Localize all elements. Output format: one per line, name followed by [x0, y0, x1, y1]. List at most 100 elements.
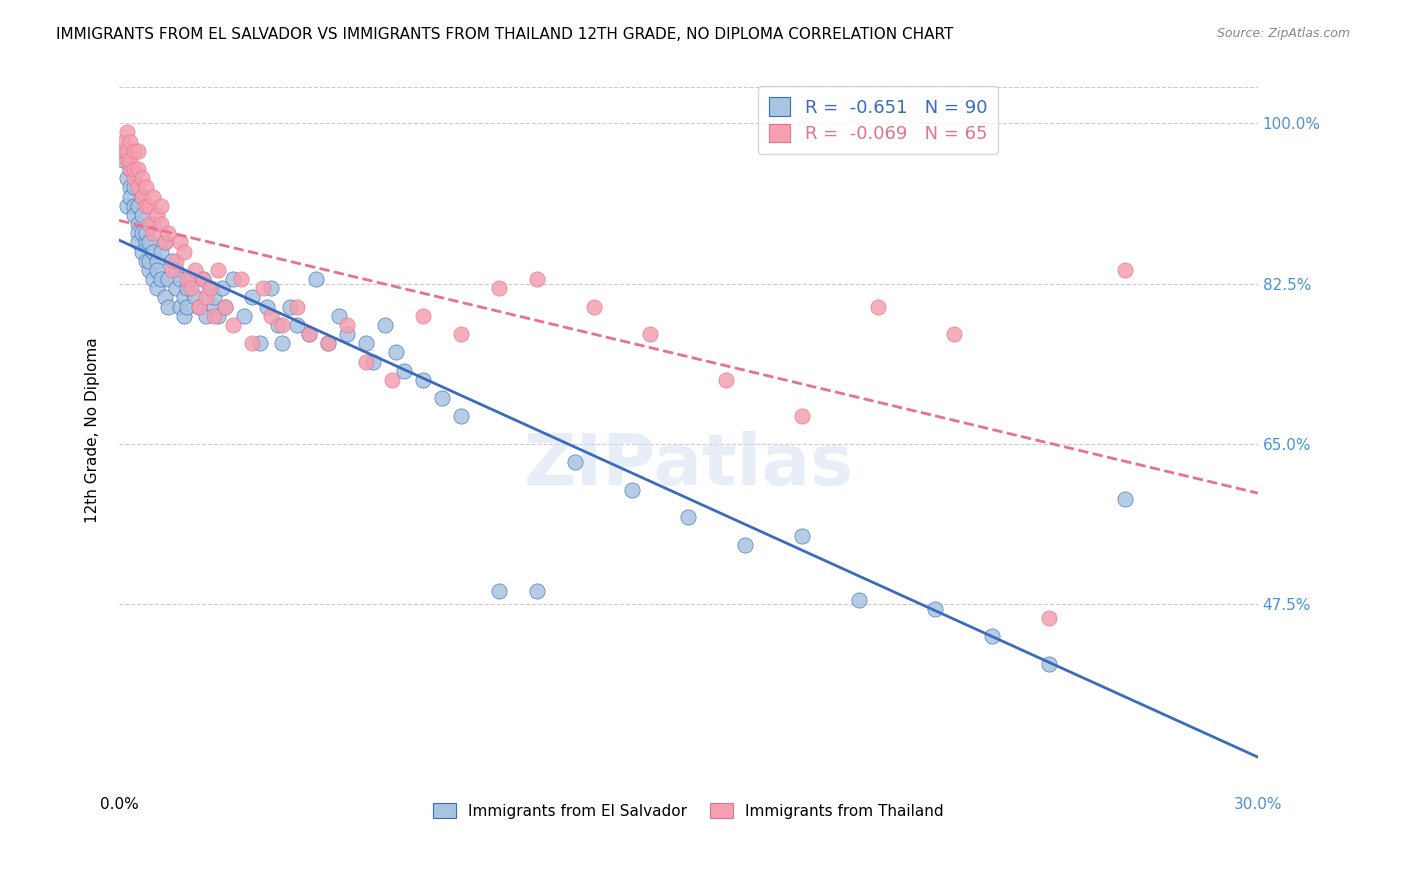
Point [184, 263, 207, 277]
Point [135, 226, 157, 240]
Point [211, 281, 233, 295]
Point [202, 309, 225, 323]
Point [165, 253, 187, 268]
Point [198, 281, 221, 295]
Point [354, 336, 377, 351]
Point [260, 309, 283, 323]
Point [142, 244, 165, 259]
Point [115, 144, 138, 158]
Point [153, 290, 176, 304]
Point [271, 318, 294, 332]
Point [287, 300, 309, 314]
Point [169, 300, 191, 314]
Point [120, 153, 142, 167]
Text: 30.0%: 30.0% [1233, 797, 1282, 812]
Point [138, 263, 160, 277]
Point [943, 326, 966, 341]
Point [120, 135, 142, 149]
Point [149, 272, 172, 286]
Point [430, 391, 453, 405]
Point [271, 336, 294, 351]
Point [176, 281, 198, 295]
Point [122, 208, 145, 222]
Point [142, 189, 165, 203]
Point [222, 318, 245, 332]
Point [249, 336, 271, 351]
Point [526, 583, 548, 598]
Point [131, 171, 153, 186]
Point [165, 263, 187, 277]
Point [298, 326, 321, 341]
Point [160, 263, 183, 277]
Point [207, 309, 229, 323]
Point [138, 253, 160, 268]
Point [180, 281, 202, 295]
Point [214, 300, 236, 314]
Point [135, 235, 157, 250]
Point [135, 253, 157, 268]
Point [981, 629, 1004, 643]
Point [138, 235, 160, 250]
Point [115, 153, 138, 167]
Point [138, 199, 160, 213]
Point [115, 199, 138, 213]
Point [287, 318, 309, 332]
Point [198, 281, 221, 295]
Point [1114, 491, 1136, 506]
Point [848, 592, 870, 607]
Point [115, 125, 138, 139]
Point [149, 244, 172, 259]
Point [1114, 263, 1136, 277]
Point [363, 354, 385, 368]
Point [195, 309, 218, 323]
Point [240, 290, 263, 304]
Point [127, 144, 149, 158]
Point [564, 455, 586, 469]
Point [336, 326, 359, 341]
Point [146, 263, 169, 277]
Point [120, 180, 142, 194]
Text: 0.0%: 0.0% [100, 797, 138, 812]
Point [131, 244, 153, 259]
Point [157, 272, 180, 286]
Point [336, 318, 359, 332]
Point [180, 272, 202, 286]
Point [187, 300, 209, 314]
Point [122, 144, 145, 158]
Point [207, 263, 229, 277]
Point [149, 217, 172, 231]
Point [412, 373, 434, 387]
Point [214, 300, 236, 314]
Point [146, 281, 169, 295]
Point [169, 272, 191, 286]
Point [146, 253, 169, 268]
Point [256, 300, 278, 314]
Point [153, 235, 176, 250]
Point [260, 281, 283, 295]
Point [160, 253, 183, 268]
Point [153, 235, 176, 250]
Point [412, 309, 434, 323]
Text: ZIPatlas: ZIPatlas [523, 431, 853, 500]
Point [173, 309, 195, 323]
Point [122, 199, 145, 213]
Point [120, 162, 142, 177]
Point [176, 272, 198, 286]
Point [1038, 611, 1060, 625]
Point [115, 171, 138, 186]
Point [381, 373, 404, 387]
Point [392, 364, 415, 378]
Point [127, 235, 149, 250]
Point [122, 171, 145, 186]
Point [316, 336, 339, 351]
Point [202, 300, 225, 314]
Point [354, 354, 377, 368]
Point [252, 281, 274, 295]
Point [131, 208, 153, 222]
Point [582, 300, 605, 314]
Point [792, 409, 814, 424]
Point [184, 290, 207, 304]
Point [142, 272, 165, 286]
Point [374, 318, 396, 332]
Point [142, 226, 165, 240]
